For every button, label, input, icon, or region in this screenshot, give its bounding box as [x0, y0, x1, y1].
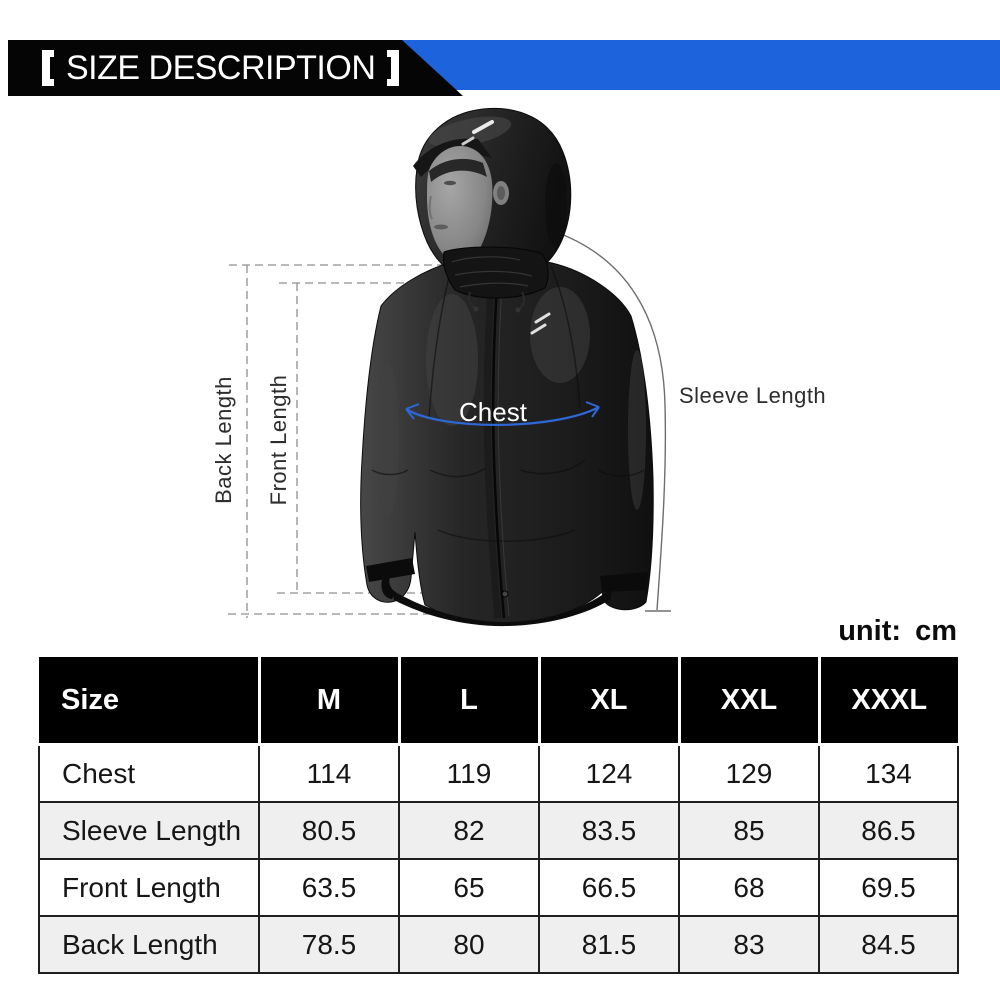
collar-gathers [451, 256, 533, 288]
table-cell: 81.5 [538, 915, 680, 974]
table-cell: 124 [538, 743, 680, 803]
ear-inner [497, 186, 505, 200]
drawcord-toggle [473, 306, 479, 312]
face [427, 146, 493, 262]
table-cell: 86.5 [818, 801, 959, 860]
table-cell: 69.5 [818, 858, 959, 917]
hem-snap-button [501, 590, 509, 598]
zipper-line [491, 267, 506, 619]
table-cell: 66.5 [538, 858, 680, 917]
front-length-label: Front Length [266, 375, 291, 506]
table-header-l: L [399, 657, 541, 746]
row-label: Front Length [38, 858, 260, 917]
page-title: SIZE DESCRIPTION [66, 48, 376, 87]
table-cell: 85 [678, 801, 820, 860]
table-header-xxxl: XXXL [819, 657, 958, 746]
row-label: Back Length [38, 915, 260, 974]
table-cell: 63.5 [258, 858, 400, 917]
table-header-m: M [259, 657, 401, 746]
table-row-front-length: Front Length 63.5 65 66.5 68 69.5 [38, 858, 959, 917]
unit-note: unit: cm [838, 615, 957, 647]
hem-band [392, 588, 612, 627]
left-lenticular-bracket-icon [42, 50, 62, 86]
table-row-sleeve-length: Sleeve Length 80.5 82 83.5 85 86.5 [38, 801, 959, 860]
zipper-edge-highlight [497, 267, 510, 617]
table-header-xl: XL [539, 657, 681, 746]
brow-shadow [429, 158, 487, 182]
banner-blue-stripe [398, 40, 1000, 90]
collar [443, 246, 549, 299]
table-cell: 134 [818, 743, 959, 803]
table-row-chest: Chest 114 119 124 129 134 [38, 743, 959, 803]
hood-side-shadow [545, 163, 567, 247]
table-header-xxl: XXL [679, 657, 821, 746]
table-cell: 129 [678, 743, 820, 803]
table-cell: 83.5 [538, 801, 680, 860]
left-cuff-strap [366, 558, 415, 582]
right-lenticular-bracket-icon [379, 50, 400, 86]
table-cell: 68 [678, 858, 820, 917]
chest-label: Chest [459, 397, 528, 427]
chest-logo-icon [530, 312, 551, 335]
hood-reflective-stripe [461, 120, 494, 146]
zipper-flap-shadow [483, 267, 502, 619]
row-label: Sleeve Length [38, 801, 260, 860]
back-length-label: Back Length [211, 376, 236, 504]
nose-shading [428, 195, 433, 220]
size-diagram: Back Length Front Length Chest Sleeve Le… [211, 107, 826, 627]
left-cuff-loop [381, 576, 396, 599]
right-cuff-strap [600, 572, 648, 592]
table-cell: 80 [398, 915, 540, 974]
size-table: Size M L XL XXL XXXL Chest 114 119 124 1… [38, 657, 959, 974]
table-cell: 82 [398, 801, 540, 860]
table-row-back-length: Back Length 78.5 80 81.5 83 84.5 [38, 915, 959, 974]
banner-title-plate: SIZE DESCRIPTION [8, 40, 463, 96]
table-cell: 119 [398, 743, 540, 803]
mouth [434, 224, 448, 230]
measurement-guides [228, 264, 462, 618]
table-cell: 114 [258, 743, 400, 803]
table-header-size: Size [39, 657, 261, 746]
sleeve-length-label: Sleeve Length [679, 383, 826, 408]
chest-measure-arc [405, 401, 600, 426]
table-header-row: Size M L XL XXL XXXL [39, 657, 958, 746]
table-cell: 65 [398, 858, 540, 917]
table-cell: 83 [678, 915, 820, 974]
table-cell: 84.5 [818, 915, 959, 974]
drawcord-toggle [515, 307, 521, 313]
table-cell: 80.5 [258, 801, 400, 860]
jacket-illustration [360, 107, 654, 627]
eye [444, 180, 456, 186]
table-cell: 78.5 [258, 915, 400, 974]
hood-visor [413, 138, 492, 177]
row-label: Chest [38, 743, 260, 803]
